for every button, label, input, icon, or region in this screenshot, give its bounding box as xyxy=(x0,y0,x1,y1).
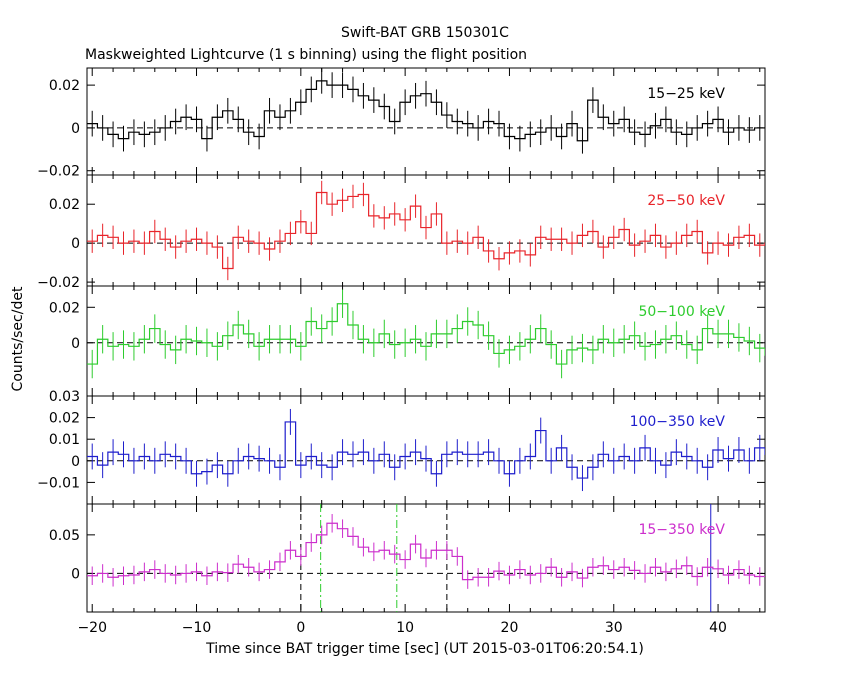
x-axis-label: Time since BAT trigger time [sec] (UT 20… xyxy=(205,641,644,657)
series-1 xyxy=(87,180,765,281)
y-tick-label: 0 xyxy=(71,336,80,352)
y-tick-label: 0 xyxy=(71,454,80,470)
y-tick-label: 0.02 xyxy=(49,411,80,427)
step-line xyxy=(87,191,765,270)
y-tick-label: 0 xyxy=(71,566,80,582)
panel-4: 0.05 0 15−350 keV xyxy=(49,503,766,613)
band-label: 50−100 keV xyxy=(638,304,725,320)
series-3 xyxy=(87,408,765,492)
step-line xyxy=(87,421,765,479)
panel-2: 0.02 0 0.03 50−100 keV xyxy=(49,285,766,405)
step-line xyxy=(87,80,765,142)
series-4 xyxy=(87,514,765,589)
y-tick-label: 0.05 xyxy=(49,528,80,544)
panel-3: 0.02 0.01 0 −0.01 100−350 keV xyxy=(37,395,766,505)
series-2 xyxy=(87,289,765,379)
y-tick-label: 0 xyxy=(71,121,80,137)
y-axis-label: Counts/sec/det xyxy=(10,286,26,391)
chart-subtitle: Maskweighted Lightcurve (1 s binning) us… xyxy=(85,47,527,63)
y-tick-label: 0.02 xyxy=(49,300,80,316)
x-tick-label: 40 xyxy=(709,620,727,636)
x-tick-label: 30 xyxy=(605,620,623,636)
y-tick-label: 0.01 xyxy=(49,432,80,448)
x-tick-label: 0 xyxy=(296,620,305,636)
y-tick-label: 0.02 xyxy=(49,197,80,213)
series-0 xyxy=(87,68,765,154)
band-label: 25−50 keV xyxy=(647,193,725,209)
y-tick-label: 0.03 xyxy=(49,389,80,405)
x-tick-label: −10 xyxy=(182,620,212,636)
band-label: 15−350 keV xyxy=(638,522,725,538)
chart-title: Swift-BAT GRB 150301C xyxy=(341,25,509,41)
x-tick-label: 20 xyxy=(501,620,519,636)
y-tick-label: −0.01 xyxy=(37,475,80,491)
y-tick-label: 0.02 xyxy=(49,78,80,94)
step-line xyxy=(87,303,765,365)
x-tick-label: −20 xyxy=(77,620,107,636)
step-line xyxy=(87,522,765,581)
panel-1: 0.02 0 −0.02 25−50 keV xyxy=(37,174,766,291)
band-label: 100−350 keV xyxy=(630,414,726,430)
band-label: 15−25 keV xyxy=(647,86,725,102)
y-tick-label: −0.02 xyxy=(37,164,80,180)
y-tick-label: −0.02 xyxy=(37,275,80,291)
panel-0: 0.02 0 −0.02 15−25 keV xyxy=(37,67,766,180)
x-tick-label: 10 xyxy=(396,620,414,636)
y-tick-label: 0 xyxy=(71,236,80,252)
